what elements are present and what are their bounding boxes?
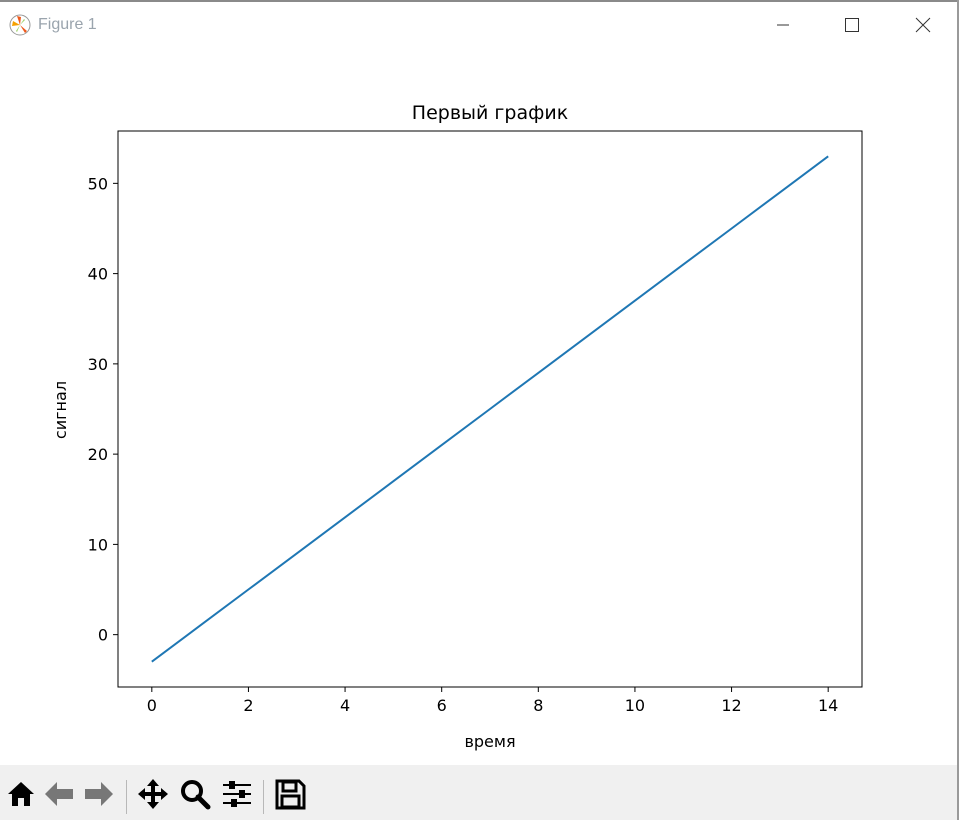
close-button[interactable] — [900, 4, 946, 46]
back-button[interactable] — [42, 777, 76, 811]
toolbar-separator — [263, 780, 264, 814]
y-tick-label: 0 — [98, 626, 108, 645]
x-tick-label: 0 — [147, 696, 157, 715]
maximize-icon — [845, 18, 859, 32]
save-button[interactable] — [273, 777, 307, 811]
y-axis-label: сигнал — [51, 381, 70, 439]
x-tick-label: 8 — [533, 696, 543, 715]
pan-button[interactable] — [136, 777, 170, 811]
close-icon — [915, 17, 931, 33]
forward-icon — [85, 782, 113, 806]
zoom-icon — [181, 780, 211, 810]
matplotlib-logo-icon — [9, 14, 31, 36]
minimize-button[interactable] — [760, 4, 806, 46]
toolbar-separator — [126, 780, 127, 814]
screen-edge — [0, 0, 959, 2]
figure-canvas: 0 2 4 6 8 10 12 14 0 10 20 30 40 50 Первый график вре… — [51, 102, 863, 751]
y-tick-label: 10 — [88, 535, 108, 554]
x-tick-label: 12 — [721, 696, 741, 715]
x-tick-label: 4 — [340, 696, 350, 715]
chart-title: Первый график — [412, 102, 568, 124]
title-bar: Figure 1 — [0, 2, 959, 46]
window-border — [957, 0, 959, 820]
x-tick-label: 14 — [818, 696, 838, 715]
pan-icon — [138, 779, 168, 809]
window-title: Figure 1 — [38, 16, 97, 33]
zoom-button[interactable] — [178, 777, 212, 811]
home-button[interactable] — [4, 777, 38, 811]
y-tick-label: 20 — [88, 445, 108, 464]
maximize-button[interactable] — [829, 4, 875, 46]
y-tick-label: 30 — [88, 355, 108, 374]
series-line — [151, 155, 829, 663]
back-icon — [45, 782, 73, 806]
x-tick-label: 6 — [437, 696, 447, 715]
navigation-toolbar — [0, 765, 957, 820]
subplots-icon — [223, 781, 251, 807]
minimize-icon — [777, 24, 789, 26]
save-icon — [275, 779, 306, 810]
y-tick-label: 40 — [88, 265, 108, 284]
x-tick-label: 10 — [625, 696, 645, 715]
configure-subplots-button[interactable] — [220, 777, 254, 811]
forward-button[interactable] — [82, 777, 116, 811]
x-axis-label: время — [464, 732, 515, 751]
home-icon — [8, 782, 34, 806]
x-tick-label: 2 — [243, 696, 253, 715]
y-tick-label: 50 — [88, 174, 108, 193]
